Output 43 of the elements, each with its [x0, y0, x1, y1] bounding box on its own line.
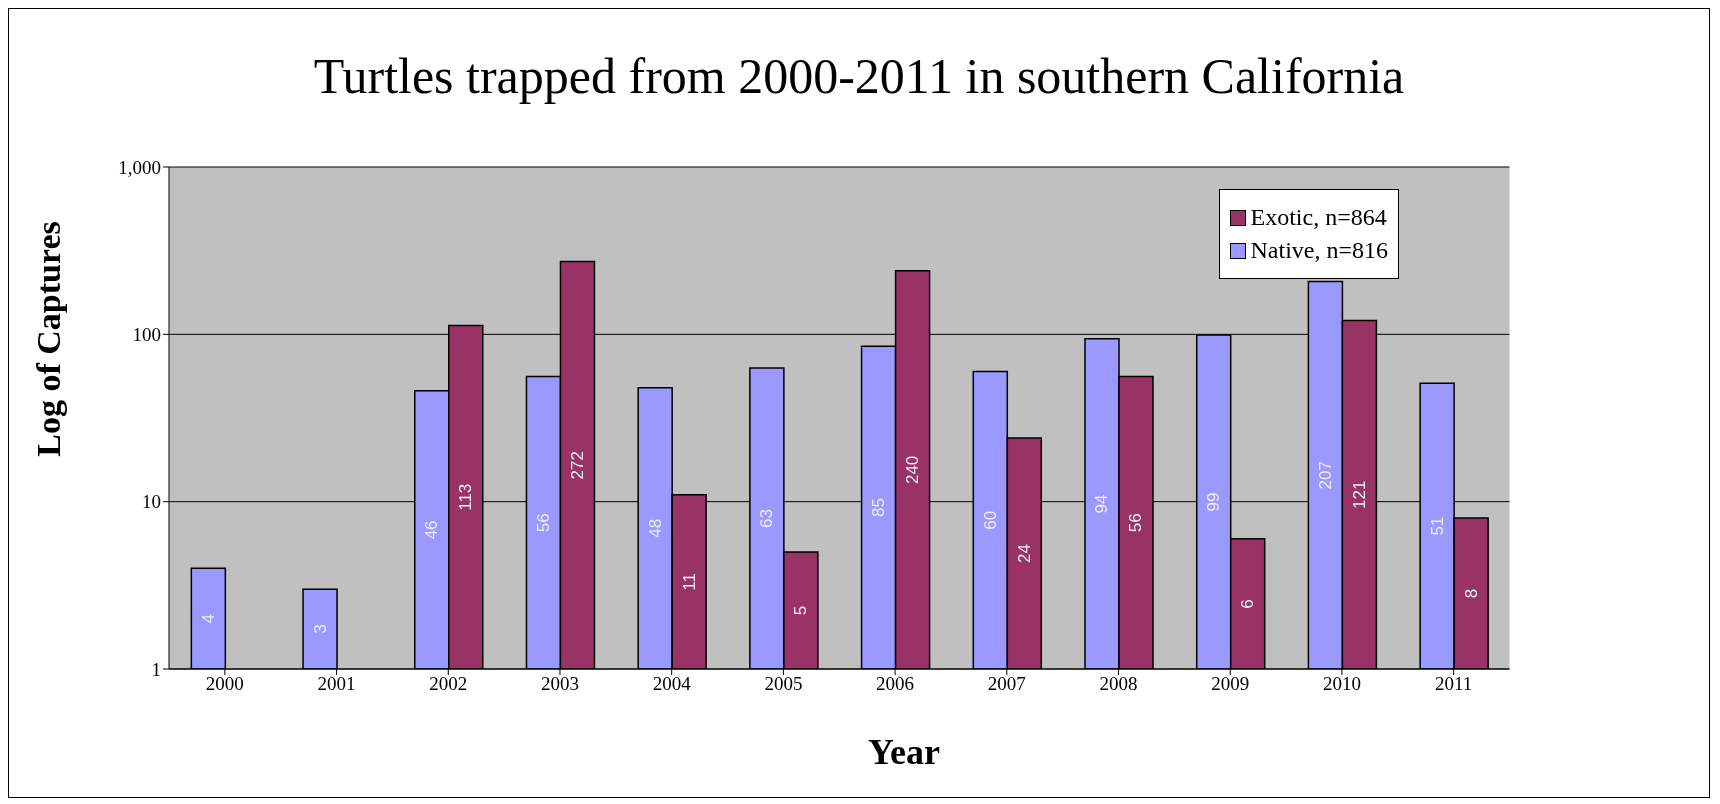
data-label: 56 [533, 513, 553, 533]
x-axis-title: Year [867, 731, 941, 773]
y-tick-label: 1,000 [118, 156, 161, 178]
legend-label: Exotic, n=864 [1249, 204, 1388, 231]
data-label: 46 [422, 520, 442, 540]
y-tick-label: 1 [151, 658, 161, 680]
x-tick-label: 2001 [317, 673, 356, 695]
x-tick-label: 2000 [205, 673, 244, 695]
data-label: 60 [980, 510, 1000, 530]
data-label: 8 [1461, 588, 1481, 599]
x-tick-label: 2011 [1434, 673, 1473, 695]
y-tick-label: 100 [132, 324, 161, 346]
x-tick-label: 2005 [764, 673, 803, 695]
data-label: 6 [1238, 599, 1258, 609]
x-tick-label: 2004 [652, 673, 692, 695]
x-tick-label: 2003 [540, 673, 579, 695]
x-tick-label: 2008 [1099, 673, 1138, 695]
x-tick-label: 2007 [987, 673, 1026, 695]
data-label: 94 [1092, 494, 1112, 514]
data-label: 4 [198, 613, 218, 624]
legend-label: Native, n=816 [1249, 237, 1388, 264]
data-label: 24 [1014, 544, 1034, 563]
chart-title: Turtles trapped from 2000-2011 in southern California [312, 47, 1406, 105]
data-label: 5 [791, 605, 811, 616]
data-label: 56 [1126, 513, 1146, 533]
data-label: 272 [567, 451, 587, 480]
data-label: 207 [1315, 461, 1335, 490]
data-label: 121 [1349, 480, 1369, 509]
data-label: 63 [757, 508, 777, 528]
data-label: 85 [869, 498, 889, 518]
x-tick-label: 2006 [876, 673, 915, 695]
y-axis-title: Log of Captures [30, 221, 68, 457]
data-label: 51 [1427, 516, 1447, 536]
x-tick-label: 2009 [1211, 673, 1250, 695]
x-tick-label: 2010 [1322, 673, 1361, 695]
data-label: 240 [903, 455, 923, 485]
data-label: 113 [456, 483, 476, 511]
y-tick-label: 10 [142, 491, 161, 513]
data-label: 3 [310, 624, 330, 634]
x-tick-label: 2002 [429, 673, 468, 695]
data-label: 48 [645, 518, 665, 538]
data-label: 99 [1204, 492, 1224, 512]
data-label: 11 [679, 573, 699, 591]
